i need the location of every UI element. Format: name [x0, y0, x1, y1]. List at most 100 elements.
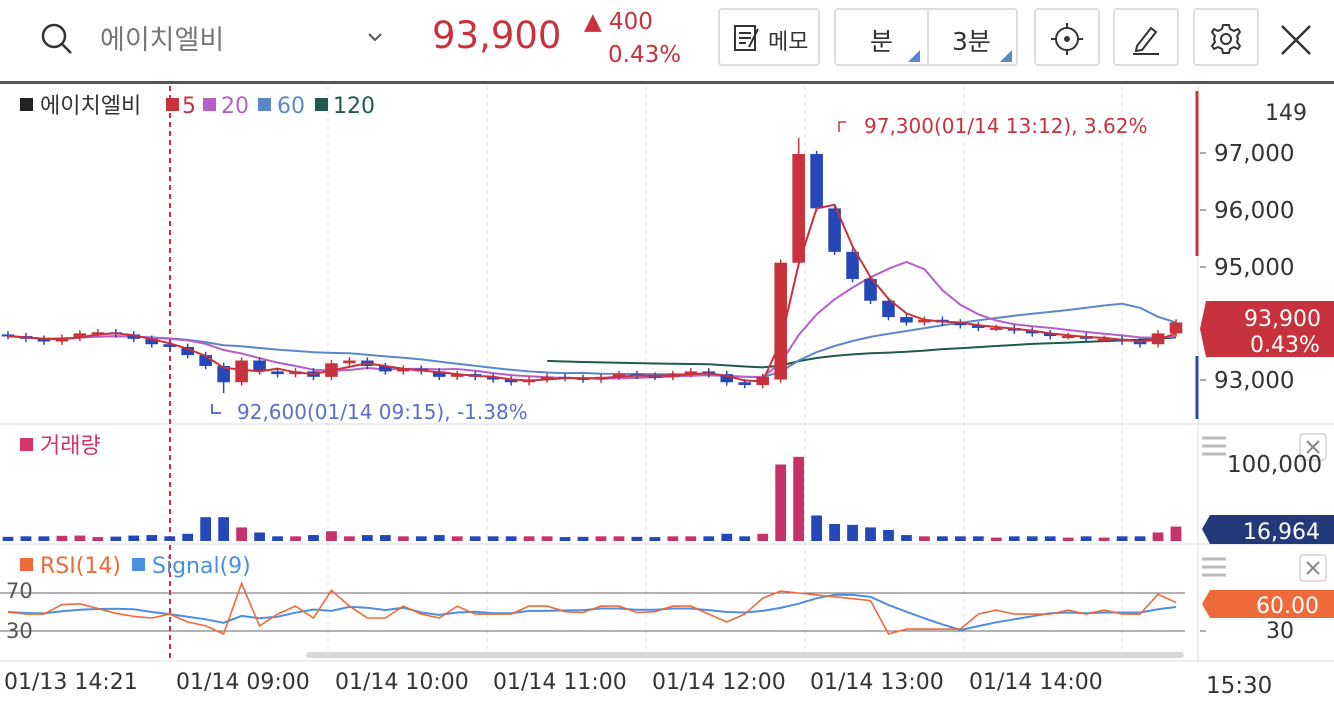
- volume-bar: [1098, 537, 1110, 541]
- volume-bar: [1026, 536, 1038, 541]
- price-badge: [1200, 301, 1334, 357]
- close-icon[interactable]: [1278, 22, 1314, 58]
- time-label: 01/14 13:00: [810, 670, 944, 695]
- candle-body: [432, 371, 446, 377]
- volume-bar: [20, 536, 32, 541]
- rsi-right-30: 30: [1266, 619, 1294, 644]
- segment-divider: [927, 10, 929, 64]
- volume-bar: [433, 535, 445, 541]
- volume-bar: [1062, 537, 1074, 541]
- interval-unit[interactable]: 분: [870, 27, 894, 56]
- volume-bar: [397, 536, 409, 541]
- interval-value[interactable]: 3분: [952, 27, 991, 56]
- rsi-close-button[interactable]: [1299, 554, 1327, 582]
- value-dropdown-icon: [1000, 50, 1012, 62]
- price-tick: 96,000: [1214, 198, 1294, 224]
- legend-ma5: 5: [182, 94, 196, 119]
- candle-body: [684, 371, 698, 375]
- volume-bar: [182, 533, 194, 541]
- horizontal-scrollbar[interactable]: [306, 652, 1184, 658]
- candle-body: [738, 382, 752, 385]
- rsi-label: RSI(14): [40, 554, 121, 579]
- price-badge-pct: 0.43%: [1250, 333, 1320, 358]
- legend-swatch-price: [20, 98, 33, 111]
- legend-swatch-ma60: [258, 98, 271, 111]
- rsi-level-70: 70: [6, 579, 33, 603]
- rsi-drag-handle[interactable]: [1202, 557, 1226, 577]
- volume-bar: [308, 535, 319, 541]
- price-axis-top: 149: [1265, 101, 1307, 126]
- candle-body: [253, 360, 266, 372]
- volume-bar: [2, 536, 14, 541]
- volume-bar: [505, 536, 517, 541]
- draw-button[interactable]: [1113, 8, 1179, 66]
- time-label: 01/14 14:00: [969, 670, 1103, 695]
- time-label: 01/13 14:21: [4, 670, 138, 695]
- signal-legend-swatch: [132, 558, 145, 571]
- candle-body: [1097, 338, 1111, 341]
- candle-body: [864, 279, 877, 301]
- rsi-badge: [1202, 590, 1334, 618]
- candle-body: [792, 154, 805, 263]
- chevron-down-icon[interactable]: [364, 26, 386, 48]
- volume-bar: [146, 535, 158, 541]
- low-marker: [211, 404, 221, 414]
- candle-body: [145, 338, 159, 345]
- volume-badge: [1202, 515, 1334, 544]
- volume-bar: [523, 536, 535, 541]
- interval-selector[interactable]: 분 3분: [834, 8, 1018, 66]
- legend-name: 에이치엘비: [40, 94, 141, 119]
- volume-bar: [775, 464, 787, 541]
- volume-bar: [793, 456, 805, 541]
- candle-body: [972, 325, 985, 328]
- pen-icon: [1133, 26, 1159, 55]
- candle-body: [540, 376, 554, 380]
- volume-bar: [613, 536, 625, 541]
- stock-name-field[interactable]: 에이치엘비: [100, 25, 225, 56]
- candle-body: [1061, 336, 1075, 339]
- time-last: 15:30: [1206, 673, 1272, 699]
- volume-axis-max: 100,000: [1227, 452, 1322, 478]
- volume-bar: [703, 536, 715, 541]
- volume-bar: [1116, 536, 1128, 541]
- volume-label: 거래량: [40, 434, 101, 459]
- volume-bar: [577, 536, 589, 541]
- candle-body: [612, 374, 626, 377]
- candle-body: [486, 376, 500, 380]
- volume-bar: [954, 536, 966, 541]
- ma60-line: [7, 302, 1177, 379]
- volume-bar: [847, 524, 858, 541]
- candle-body: [397, 368, 410, 372]
- volume-bar: [541, 536, 553, 541]
- volume-bar: [415, 536, 427, 541]
- volume-bar: [1044, 536, 1056, 541]
- volume-close-button[interactable]: [1299, 433, 1327, 461]
- volume-bar: [757, 533, 769, 541]
- volume-bar: [721, 533, 733, 541]
- volume-drag-handle[interactable]: [1202, 436, 1226, 456]
- volume-bar: [649, 537, 661, 541]
- candle-body: [235, 360, 248, 383]
- volume-bar: [865, 527, 876, 541]
- gear-icon: [1211, 24, 1241, 54]
- volume-bar: [56, 535, 68, 541]
- legend-ma20: 20: [221, 94, 249, 119]
- crosshair-button[interactable]: [1034, 8, 1100, 66]
- candle-body: [181, 346, 194, 356]
- candle-body: [900, 317, 913, 323]
- memo-button[interactable]: 메모: [718, 8, 820, 66]
- candle-body: [199, 355, 212, 366]
- rsi-level-30: 30: [6, 619, 33, 643]
- volume-bar: [559, 537, 571, 541]
- legend-swatch-ma120: [315, 98, 328, 111]
- volume-badge-value: 16,964: [1243, 520, 1320, 545]
- ma120-line: [547, 336, 1177, 369]
- volume-bar: [919, 536, 930, 541]
- stock-chart[interactable]: 에이치엘비 5 20 60 120 97,300(01/14 13:12), 3…: [0, 86, 1334, 701]
- crosshair-icon: [1051, 23, 1083, 55]
- volume-bar: [110, 536, 122, 541]
- search-icon[interactable]: [40, 22, 74, 56]
- volume-bar: [1080, 536, 1092, 541]
- low-annotation: 92,600(01/14 09:15), -1.38%: [237, 400, 528, 424]
- settings-button[interactable]: [1193, 8, 1259, 66]
